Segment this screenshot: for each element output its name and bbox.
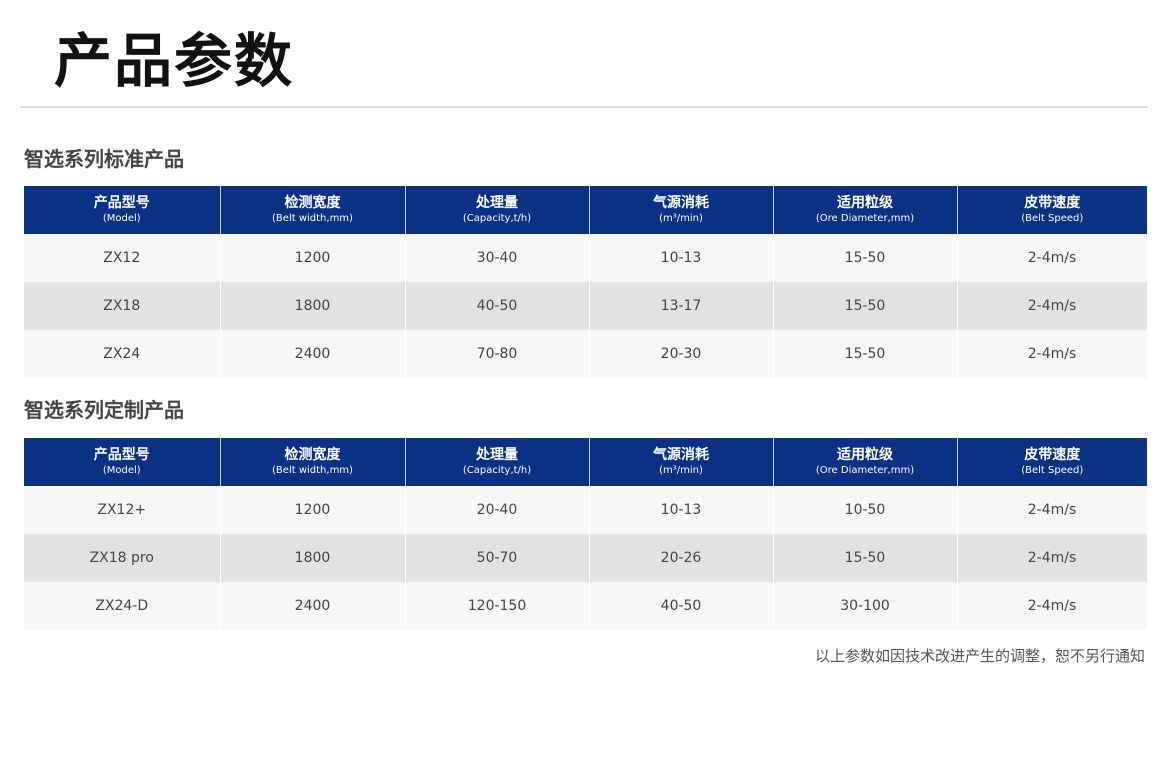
column-header-en: (Belt Speed)	[1021, 212, 1084, 224]
table-cell: 120-150	[405, 582, 590, 630]
section-title: 智选系列标准产品	[24, 147, 184, 171]
table-cell: 20-40	[405, 486, 590, 534]
column-header-cn: 适用粒级	[837, 446, 893, 463]
table-row: ZX18 pro 1800 50-70 20-26 15-50 2-4m/s	[24, 534, 1148, 582]
table-cell: 15-50	[773, 234, 958, 282]
table-cell: ZX12	[24, 234, 221, 282]
table-cell: 15-50	[773, 282, 958, 330]
table-cell: ZX24	[24, 330, 221, 378]
disclaimer-note: 以上参数如因技术改进产生的调整，恕不另行通知	[814, 647, 1145, 665]
column-header-en: (m³/min)	[659, 212, 703, 224]
spec-table: 产品型号 (Model) 检测宽度 (Belt width,mm) 处理量 (Capaci…	[24, 438, 1148, 630]
table-row: ZX18 1800 40-50 13-17 15-50 2-4m/s	[24, 282, 1148, 330]
table-header-row: 产品型号 (Model) 检测宽度 (Belt width,mm) 处理量 (Capaci…	[24, 186, 1147, 234]
table-cell: 2-4m/s	[957, 282, 1148, 330]
table-cell: 1200	[220, 486, 406, 534]
table-cell: 2-4m/s	[957, 582, 1148, 630]
table-row: ZX12+ 1200 20-40 10-13 10-50 2-4m/s	[24, 486, 1148, 534]
table-cell: 20-26	[589, 534, 774, 582]
table-cell: 2-4m/s	[957, 486, 1148, 534]
divider	[20, 106, 1148, 108]
table-row: ZX24 2400 70-80 20-30 15-50 2-4m/s	[24, 330, 1148, 378]
table-cell: 30-40	[405, 234, 590, 282]
table-cell: 10-50	[773, 486, 958, 534]
column-header: 产品型号 (Model)	[24, 186, 221, 234]
column-header-en: (Belt width,mm)	[272, 464, 353, 476]
column-header: 适用粒级 (Ore Diameter,mm)	[773, 186, 958, 234]
section-title: 智选系列定制产品	[24, 398, 184, 422]
table-cell: 1200	[220, 234, 406, 282]
column-header-cn: 气源消耗	[653, 446, 709, 463]
table-cell: 2-4m/s	[957, 534, 1148, 582]
column-header: 产品型号 (Model)	[24, 438, 221, 486]
column-header-en: (Model)	[102, 464, 141, 476]
table-cell: 40-50	[589, 582, 774, 630]
table-cell: 10-13	[589, 234, 774, 282]
column-header: 气源消耗 (m³/min)	[589, 438, 774, 486]
column-header: 适用粒级 (Ore Diameter,mm)	[773, 438, 958, 486]
column-header-en: (m³/min)	[659, 464, 703, 476]
column-header-cn: 适用粒级	[837, 194, 893, 211]
table-cell: 2400	[220, 582, 406, 630]
column-header-cn: 检测宽度	[284, 194, 341, 211]
table-cell: 1800	[220, 534, 406, 582]
table-cell: 50-70	[405, 534, 590, 582]
column-header-cn: 处理量	[476, 194, 518, 211]
table-cell: ZX24-D	[24, 582, 221, 630]
table-cell: 1800	[220, 282, 406, 330]
spec-table: 产品型号 (Model) 检测宽度 (Belt width,mm) 处理量 (Capaci…	[24, 186, 1148, 378]
table-cell: 10-13	[589, 486, 774, 534]
table-cell: ZX18 pro	[24, 534, 221, 582]
column-header-en: (Model)	[102, 212, 141, 224]
table-cell: 70-80	[405, 330, 590, 378]
column-header: 处理量 (Capacity,t/h)	[405, 186, 590, 234]
table-cell: 20-30	[589, 330, 774, 378]
table-cell: 15-50	[773, 534, 958, 582]
table-cell: ZX12+	[24, 486, 221, 534]
column-header-cn: 产品型号	[93, 194, 150, 211]
column-header-cn: 气源消耗	[653, 194, 709, 211]
table-cell: 2-4m/s	[957, 234, 1148, 282]
column-header: 气源消耗 (m³/min)	[589, 186, 774, 234]
page-title: 产品参数	[54, 27, 295, 95]
column-header: 检测宽度 (Belt width,mm)	[220, 438, 406, 486]
column-header: 处理量 (Capacity,t/h)	[405, 438, 590, 486]
table-cell: 13-17	[589, 282, 774, 330]
column-header-cn: 处理量	[476, 446, 518, 463]
column-header-cn: 皮带速度	[1024, 194, 1081, 211]
table-row: ZX24-D 2400 120-150 40-50 30-100 2-4m/s	[24, 582, 1148, 630]
table-cell: 40-50	[405, 282, 590, 330]
column-header-cn: 产品型号	[93, 446, 150, 463]
column-header-en: (Belt width,mm)	[272, 212, 353, 224]
column-header-en: (Ore Diameter,mm)	[815, 212, 915, 224]
column-header: 皮带速度 (Belt Speed)	[957, 438, 1147, 486]
table-row: ZX12 1200 30-40 10-13 15-50 2-4m/s	[24, 234, 1148, 282]
column-header-cn: 皮带速度	[1024, 446, 1081, 463]
column-header-en: (Capacity,t/h)	[462, 464, 532, 476]
table-cell: 2400	[220, 330, 406, 378]
table-header-row: 产品型号 (Model) 检测宽度 (Belt width,mm) 处理量 (Capaci…	[24, 438, 1147, 486]
table-cell: 15-50	[773, 330, 958, 378]
column-header: 皮带速度 (Belt Speed)	[957, 186, 1147, 234]
column-header-en: (Ore Diameter,mm)	[815, 464, 915, 476]
table-cell: 30-100	[773, 582, 958, 630]
table-cell: 2-4m/s	[957, 330, 1148, 378]
column-header-cn: 检测宽度	[284, 446, 341, 463]
column-header: 检测宽度 (Belt width,mm)	[220, 186, 406, 234]
column-header-en: (Capacity,t/h)	[462, 212, 532, 224]
table-cell: ZX18	[24, 282, 221, 330]
column-header-en: (Belt Speed)	[1021, 464, 1084, 476]
